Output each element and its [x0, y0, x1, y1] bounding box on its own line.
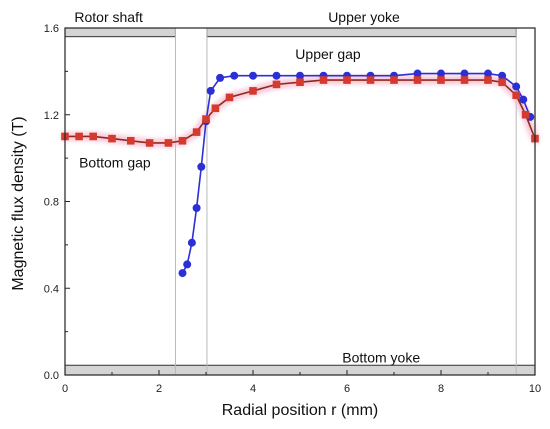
series-2-point	[192, 128, 201, 136]
series-2-point	[413, 76, 422, 84]
series-2-point	[319, 76, 328, 84]
series-1-line	[181, 72, 532, 274]
annotation-bottom-yoke: Bottom yoke	[342, 350, 420, 366]
series-1-point	[192, 204, 201, 213]
series-1-point	[498, 71, 507, 80]
annotation-bottom-gap: Bottom gap	[79, 154, 151, 170]
series-1-point	[437, 69, 445, 78]
series-2-point	[127, 136, 135, 145]
series-1-point	[216, 73, 225, 82]
series-2-point	[225, 93, 234, 102]
series-2-point	[498, 78, 506, 87]
series-2-point	[366, 76, 375, 84]
y-tick-label: 0.4	[44, 283, 59, 295]
series-1-point	[272, 71, 281, 80]
series-1-point	[178, 269, 187, 278]
x-axis-ticks: 0 2 4 6 8 10	[62, 370, 541, 395]
x-tick-label: 2	[156, 383, 162, 395]
y-tick-label: 1.6	[44, 23, 59, 35]
series-2-halo	[60, 75, 540, 148]
series-1-point	[519, 95, 528, 104]
series-2-point	[145, 139, 154, 147]
series-1-point	[230, 71, 239, 80]
series-1-point	[413, 69, 422, 78]
series-2-point	[202, 115, 210, 123]
series-2-point	[89, 132, 97, 141]
series-1-point	[296, 71, 304, 80]
x-tick-label: 4	[250, 383, 256, 395]
series-1-point	[249, 71, 257, 80]
series-2-point	[164, 139, 173, 147]
series-1-point	[484, 69, 492, 78]
x-tick-label: 6	[344, 383, 350, 395]
series-1-point	[512, 82, 521, 91]
series-1-point	[183, 260, 192, 269]
series-2-point	[390, 76, 398, 84]
series-2-point	[460, 76, 469, 84]
upper-yoke-bar	[206, 27, 517, 38]
series-2-point	[272, 80, 281, 89]
series-2-point	[437, 76, 445, 84]
y-tick-label: 1.2	[44, 110, 59, 122]
series-2-point	[296, 78, 304, 87]
series-1-point	[197, 162, 206, 171]
series-2-point	[108, 134, 116, 143]
x-axis-title: Radial position r (mm)	[222, 402, 378, 419]
y-axis-title: Magnetic flux density (T)	[10, 116, 27, 290]
y-tick-label: 0.8	[44, 197, 59, 209]
x-tick-label: 10	[529, 383, 541, 395]
series-2-point	[211, 104, 220, 113]
series-1-point	[206, 86, 215, 95]
y-tick-label: 0.0	[44, 370, 59, 382]
series-1-point	[460, 69, 469, 78]
series-2-point	[75, 132, 83, 141]
series-2-point	[512, 91, 520, 100]
annotation-upper-gap: Upper gap	[295, 46, 361, 62]
series-2-point	[521, 110, 530, 119]
data-series	[61, 69, 539, 278]
annotation-upper-yoke: Upper yoke	[328, 9, 400, 25]
gap-highlight-bands	[60, 75, 540, 148]
series-2-point	[178, 136, 187, 145]
series-2-line	[65, 79, 536, 144]
series-2-point	[343, 76, 351, 84]
y-axis-ticks: 0.0 0.4 0.8 1.2 1.6	[44, 23, 70, 382]
series-2-point	[484, 76, 492, 84]
x-tick-label: 8	[438, 383, 444, 395]
series-2-point	[249, 87, 257, 95]
annotation-rotor-shaft: Rotor shaft	[74, 9, 143, 25]
series-1-point	[187, 238, 196, 247]
rotor-shaft-bar	[64, 27, 176, 38]
x-tick-label: 0	[62, 383, 68, 395]
